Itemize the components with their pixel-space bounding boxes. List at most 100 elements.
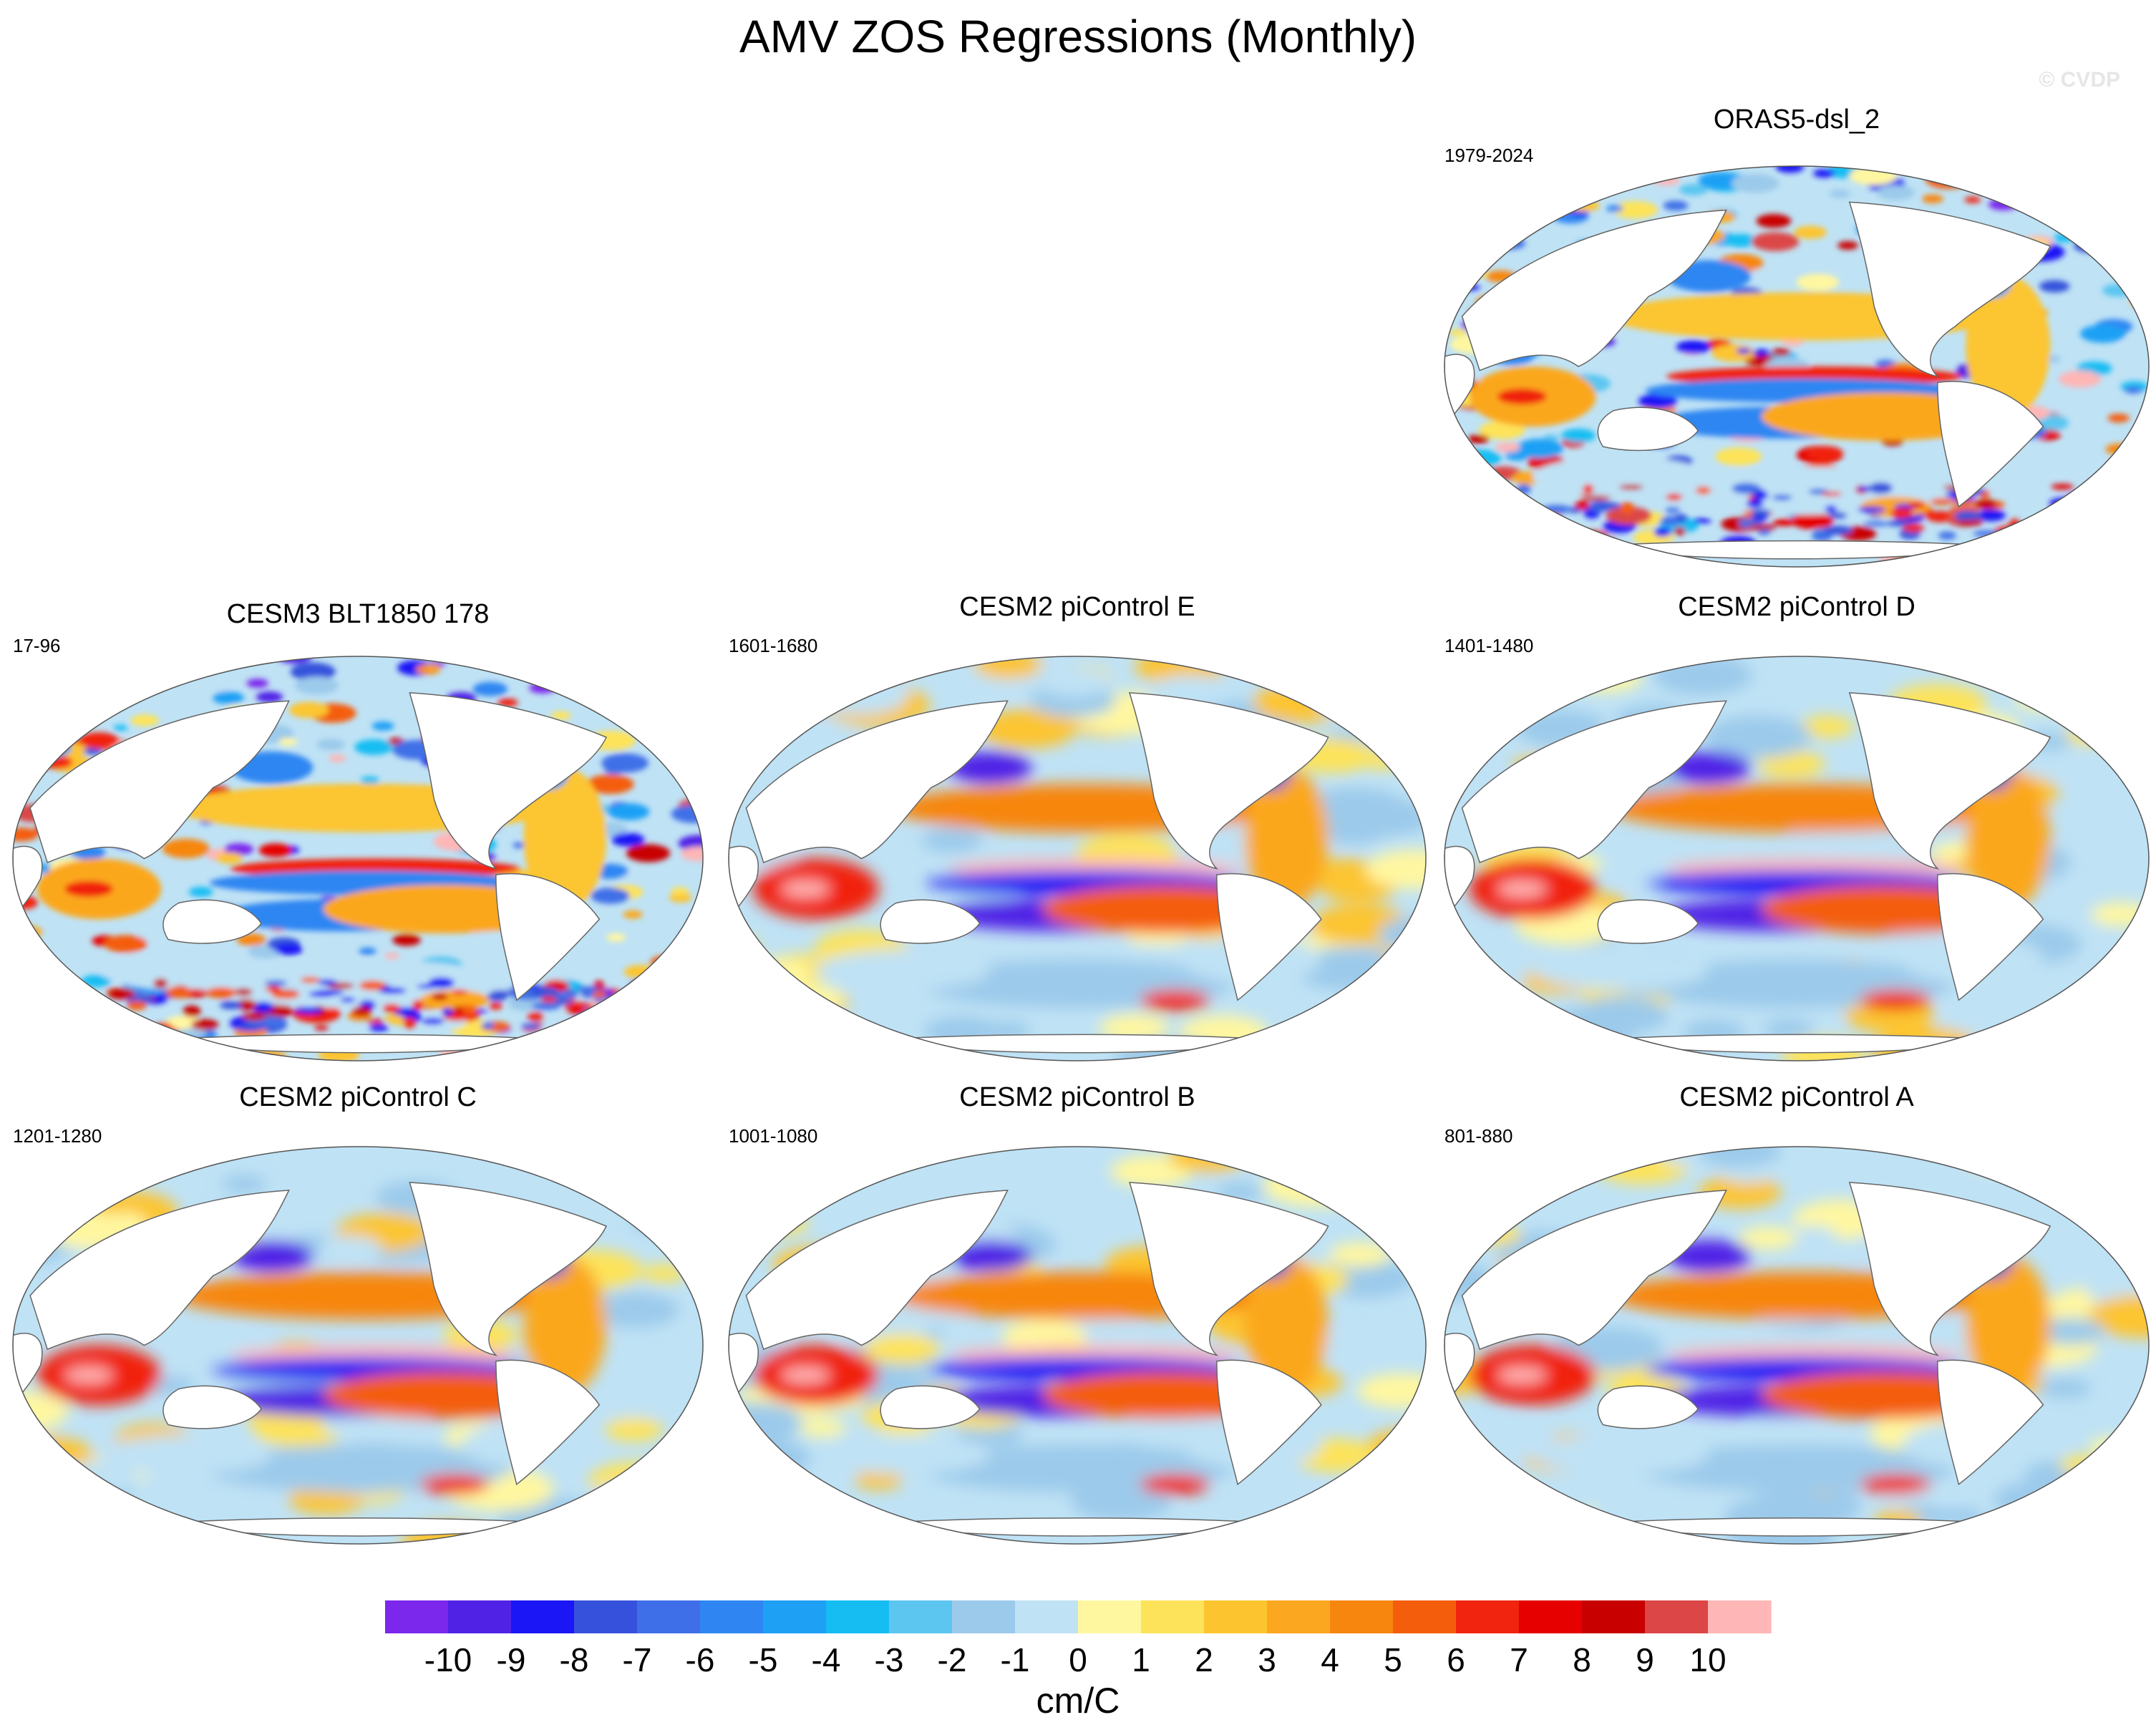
anomaly-patch	[1799, 715, 1855, 739]
anomaly-patch	[1608, 546, 1654, 565]
anomaly-feature	[523, 1255, 607, 1395]
anomaly-patch	[2091, 547, 2119, 559]
anomaly-patch	[1473, 549, 1492, 558]
southern-ocean-eddy	[2131, 483, 2149, 492]
colorbar-tick-label: -7	[623, 1641, 652, 1678]
anomaly-patch	[1516, 166, 1560, 176]
anomaly-patch	[729, 1169, 805, 1210]
land-mass	[1848, 1182, 2051, 1356]
southern-ocean-eddy	[2133, 502, 2149, 512]
anomaly-patch	[2054, 446, 2081, 457]
southern-ocean-eddy	[235, 998, 257, 1011]
anomaly-patch	[1805, 445, 1843, 461]
southern-ocean-eddy	[2127, 487, 2149, 500]
southern-ocean-eddy	[403, 1017, 416, 1029]
anomaly-patch	[623, 965, 658, 979]
anomaly-patch	[278, 738, 298, 746]
southern-ocean-eddy	[42, 1014, 72, 1024]
anomaly-patch	[1575, 166, 1616, 178]
southern-ocean-eddy	[1890, 507, 1913, 519]
southern-ocean-eddy	[1695, 486, 1711, 495]
southern-ocean-eddy	[2122, 520, 2138, 531]
anomaly-patch	[1775, 166, 1805, 173]
colorbar-swatch	[826, 1600, 890, 1633]
anomaly-patch	[623, 910, 643, 919]
anomaly-patch	[608, 803, 650, 821]
colorbar-tick-label: -6	[686, 1641, 715, 1678]
southern-ocean-eddy	[1444, 504, 1462, 514]
anomaly-patch	[424, 664, 441, 671]
anomaly-patch	[1512, 214, 1543, 227]
anomaly-patch	[674, 752, 690, 759]
southern-ocean-eddy	[2048, 511, 2074, 523]
southern-ocean-eddy	[1822, 525, 1853, 535]
anomaly-patch	[2059, 1455, 2107, 1474]
colorbar-swatch	[1267, 1600, 1331, 1633]
panel-period: 1401-1480	[1444, 635, 1534, 656]
southern-ocean-eddy	[1930, 497, 1953, 505]
anomaly-patch	[1739, 1226, 1797, 1250]
land-mass	[1848, 692, 2051, 870]
anomaly-patch	[1938, 339, 1960, 348]
southern-ocean-eddy	[1525, 515, 1538, 526]
southern-ocean-eddy	[1590, 502, 1621, 510]
southern-ocean-eddy	[689, 990, 702, 996]
anomaly-patch	[246, 679, 269, 688]
southern-ocean-eddy	[1488, 489, 1514, 495]
anomaly-patch	[130, 714, 160, 726]
land-mass	[150, 1034, 565, 1054]
anomaly-patch	[79, 732, 120, 749]
southern-ocean-eddy	[678, 1020, 703, 1025]
southern-ocean-eddy	[165, 986, 191, 998]
anomaly-feature	[1244, 767, 1329, 910]
anomaly-patch	[632, 1213, 679, 1232]
anomaly-patch	[729, 702, 773, 721]
anomaly-patch	[91, 1054, 108, 1061]
land-mass	[1216, 1359, 1322, 1486]
southern-ocean-eddy	[1674, 527, 1686, 535]
colorbar-swatch	[700, 1600, 764, 1633]
southern-ocean-eddy	[1829, 512, 1847, 519]
anomaly-patch	[1663, 200, 1689, 211]
anomaly-patch	[653, 661, 678, 671]
anomaly-patch	[855, 1470, 903, 1490]
anomaly-patch	[1796, 273, 1840, 291]
southern-ocean-eddy	[1772, 518, 1797, 527]
land-mass	[745, 700, 1009, 864]
southern-ocean-eddy	[1475, 499, 1501, 504]
southern-ocean-eddy	[300, 976, 320, 983]
colorbar-tick-label: 5	[1384, 1641, 1402, 1678]
southern-ocean-eddy	[527, 1011, 543, 1021]
southern-ocean-eddy	[317, 979, 337, 986]
anomaly-patch	[21, 1011, 50, 1024]
anomaly-patch	[26, 1034, 63, 1049]
anomaly-patch	[51, 686, 94, 705]
anomaly-patch	[2039, 1377, 2092, 1399]
anomaly-patch	[189, 673, 236, 692]
anomaly-patch	[1638, 393, 1677, 409]
anomaly-patch	[598, 1006, 640, 1023]
anomaly-patch	[2053, 233, 2077, 243]
panel-oras5: ORAS5-dsl_2 1979-2024	[1439, 100, 2155, 573]
anomaly-patch	[1732, 173, 1779, 193]
colorbar-swatch	[763, 1600, 827, 1633]
southern-ocean-eddy	[293, 1006, 323, 1014]
colorbar-tick-label: 3	[1258, 1641, 1276, 1678]
anomaly-feature	[1497, 880, 1547, 898]
southern-ocean-eddy	[1618, 484, 1643, 490]
anomaly-patch	[1993, 552, 2025, 565]
southern-ocean-eddy	[369, 1024, 389, 1031]
southern-ocean-eddy	[639, 989, 666, 996]
southern-ocean-eddy	[1665, 507, 1681, 513]
southern-ocean-eddy	[560, 1024, 586, 1029]
anomaly-patch	[221, 1175, 267, 1193]
anomaly-patch	[1457, 198, 1484, 208]
anomaly-patch	[1621, 166, 1640, 175]
anomaly-patch	[759, 983, 845, 1018]
anomaly-patch	[1994, 1480, 2094, 1520]
anomaly-patch	[2088, 1294, 2149, 1338]
anomaly-patch	[1303, 1152, 1383, 1184]
southern-ocean-eddy	[264, 980, 288, 986]
anomaly-feature	[99, 1434, 272, 1474]
southern-ocean-eddy	[1482, 525, 1511, 531]
